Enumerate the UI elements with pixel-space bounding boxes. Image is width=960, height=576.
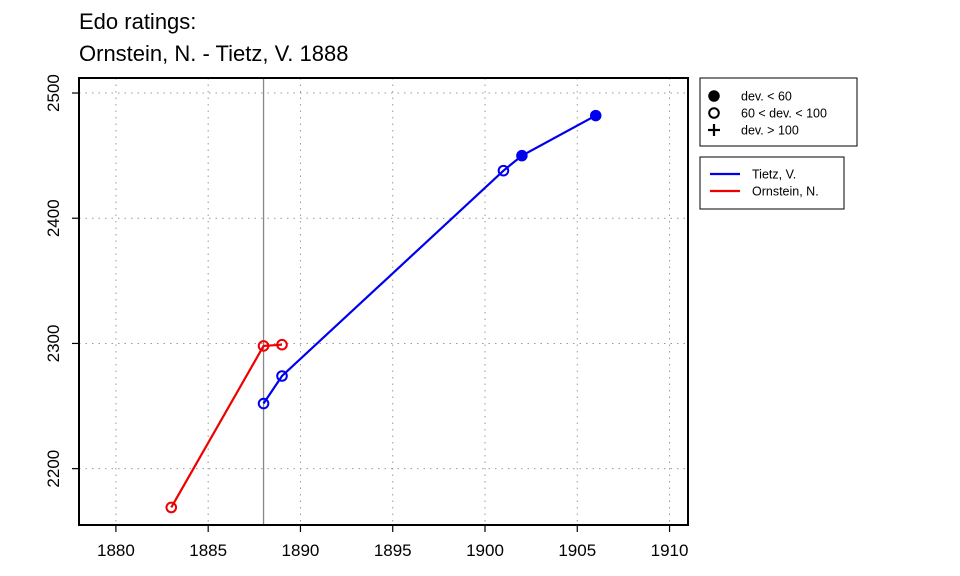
y-tick-label-3: 2500 [44,74,63,112]
series-legend-box [699,156,845,210]
x-tick-label-0: 1880 [97,541,135,560]
plot-frame [78,77,689,526]
series-0-point-3 [516,149,528,162]
marker-legend-symbol-2 [708,124,720,136]
marker-legend-label-2: dev. > 100 [741,124,799,138]
chart-title-line-1: Edo ratings: [79,9,196,34]
marker-legend-symbol-1 [708,107,720,119]
x-tick-label-4: 1900 [466,541,504,560]
series-0-point-4 [589,109,602,122]
series-1-point-1 [257,340,270,352]
marker-legend-symbol-0 [708,90,720,102]
series-1-point-2 [276,338,288,351]
series-1-point-0 [165,501,178,514]
y-tick-label-0: 2200 [44,450,63,488]
series-line-0 [262,114,597,405]
series-0-point-1 [276,370,288,382]
series-legend-label-0: Tietz, V. [752,168,796,182]
series-0-point-0 [257,397,270,410]
y-tick-label-2: 2400 [44,199,63,237]
grid-lines [79,78,688,525]
series-layer [165,109,602,514]
x-tick-label-2: 1890 [282,541,320,560]
x-tick-label-1: 1885 [189,541,227,560]
x-tick-label-3: 1895 [374,541,412,560]
series-legend: Tietz, V. Ornstein, N. [699,156,845,210]
series-legend-label-1: Ornstein, N. [752,185,819,199]
marker-legend-box [699,77,858,147]
y-tick-label-1: 2300 [44,325,63,363]
series-line-1 [170,343,283,509]
chart-title-line-2: Ornstein, N. - Tietz, V. 1888 [79,41,348,66]
series-0-point-2 [497,164,510,177]
marker-legend: dev. < 60 60 < dev. < 100 dev. > 100 [699,77,858,147]
y-axis: 2200 2300 2400 2500 [44,74,79,488]
marker-legend-label-1: 60 < dev. < 100 [741,107,827,121]
x-tick-label-6: 1910 [651,541,689,560]
marker-legend-label-0: dev. < 60 [741,90,792,104]
x-tick-label-5: 1905 [558,541,596,560]
x-axis: 1880 1885 1890 1895 1900 1905 1910 [97,525,688,560]
